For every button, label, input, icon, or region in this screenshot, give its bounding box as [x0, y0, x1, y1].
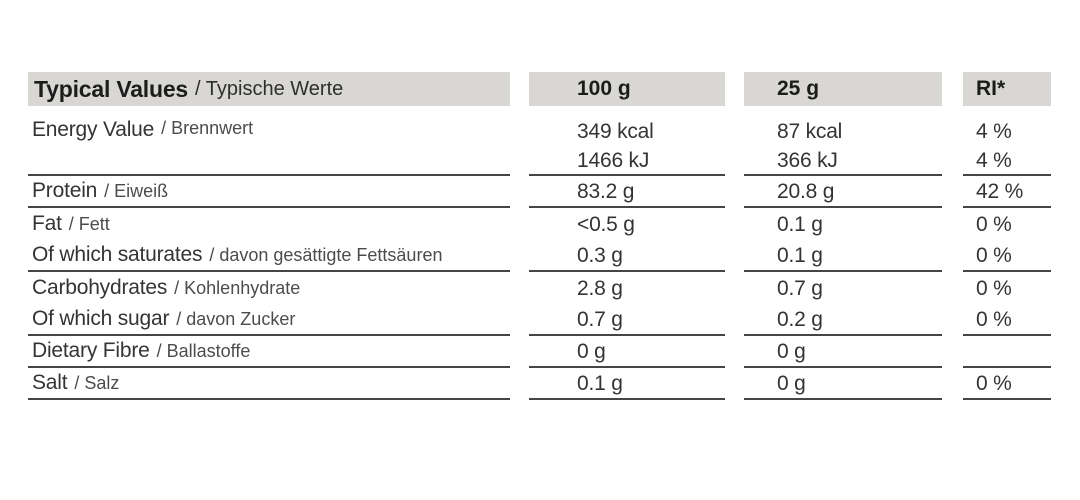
value-100g-line: 0 g: [577, 339, 606, 363]
row-label: Protein / Eiweiß: [28, 176, 510, 208]
row-label-en: Carbohydrates: [32, 276, 168, 299]
header-100g: 100 g: [529, 72, 725, 106]
value-ri: 0 %: [963, 304, 1051, 336]
row-label-de: / Kohlenhydrate: [174, 277, 301, 298]
value-25g: 20.8 g: [744, 176, 942, 208]
value-100g: <0.5 g: [529, 208, 725, 240]
row-label: Fat / Fett: [28, 208, 510, 240]
value-100g-line: 349 kcal: [577, 120, 654, 143]
row-label-de: / Fett: [68, 213, 110, 234]
value-100g-line: 2.8 g: [577, 276, 623, 300]
value-25g: 0.1 g: [744, 240, 942, 272]
value-25g-line: 0.1 g: [777, 243, 823, 267]
value-25g: 0 g: [744, 368, 942, 400]
value-100g-line: 0.7 g: [577, 307, 623, 331]
value-ri-line: 0 %: [976, 212, 1012, 236]
value-ri-line: 0 %: [976, 371, 1012, 395]
row-label: Carbohydrates / Kohlenhydrate: [28, 272, 510, 304]
value-25g: 0.1 g: [744, 208, 942, 240]
value-100g: 0.3 g: [529, 240, 725, 272]
header-typical-values: Typical Values / Typische Werte: [28, 72, 510, 106]
value-ri-line: 0 %: [976, 307, 1012, 331]
value-ri: 42 %: [963, 176, 1051, 208]
header-typical-values-de: / Typische Werte: [195, 77, 344, 100]
value-100g: 0.1 g: [529, 368, 725, 400]
header-ri-label: RI*: [976, 77, 1006, 100]
value-ri-line: 0 %: [976, 243, 1012, 267]
row-label-en: Dietary Fibre: [32, 339, 150, 362]
value-ri: 4 % 4 %: [963, 106, 1051, 176]
value-ri: 0 %: [963, 240, 1051, 272]
value-25g-line: 87 kcal: [777, 120, 843, 143]
value-25g-line: 0.2 g: [777, 307, 823, 331]
value-ri-line: 4 %: [976, 149, 1012, 172]
row-label: Dietary Fibre / Ballastoffe: [28, 336, 510, 368]
value-25g-line: 0.1 g: [777, 212, 823, 236]
value-25g-line: 0 g: [777, 371, 806, 395]
value-100g-line: <0.5 g: [577, 212, 635, 236]
value-25g: 0.2 g: [744, 304, 942, 336]
value-100g-line: 1466 kJ: [577, 149, 650, 172]
row-label-de: / davon Zucker: [176, 308, 296, 329]
value-25g: 0.7 g: [744, 272, 942, 304]
value-100g: 349 kcal 1466 kJ: [529, 106, 725, 176]
value-100g-line: 0.3 g: [577, 243, 623, 267]
value-25g: 0 g: [744, 336, 942, 368]
value-ri: 0 %: [963, 272, 1051, 304]
value-100g: 0 g: [529, 336, 725, 368]
header-100g-label: 100 g: [577, 77, 631, 100]
value-ri: 0 %: [963, 208, 1051, 240]
value-25g-line: 0.7 g: [777, 276, 823, 300]
value-25g-line: 20.8 g: [777, 179, 835, 203]
header-25g-label: 25 g: [777, 77, 820, 100]
row-label: Of which saturates / davon gesättigte Fe…: [28, 240, 510, 272]
value-25g: 87 kcal 366 kJ: [744, 106, 942, 176]
row-label: Of which sugar / davon Zucker: [28, 304, 510, 336]
row-label-en: Protein: [32, 179, 98, 202]
value-100g: 0.7 g: [529, 304, 725, 336]
header-typical-values-en: Typical Values: [34, 75, 189, 102]
value-ri: [963, 336, 1051, 368]
row-label-en: Energy Value: [32, 118, 155, 141]
value-ri-line: 0 %: [976, 276, 1012, 300]
row-label: Salt / Salz: [28, 368, 510, 400]
value-25g-line: 366 kJ: [777, 149, 838, 172]
value-ri: 0 %: [963, 368, 1051, 400]
row-label-de: / Brennwert: [161, 118, 254, 138]
row-label-de: / Salz: [74, 372, 120, 393]
row-label-en: Of which saturates: [32, 243, 203, 266]
value-25g-line: 0 g: [777, 339, 806, 363]
row-label-en: Salt: [32, 371, 68, 394]
row-label-en: Fat: [32, 212, 62, 235]
value-100g: 83.2 g: [529, 176, 725, 208]
value-100g-line: 83.2 g: [577, 179, 635, 203]
header-ri: RI*: [963, 72, 1051, 106]
nutrition-table: Typical Values / Typische Werte 100 g 25…: [28, 72, 1051, 400]
value-100g-line: 0.1 g: [577, 371, 623, 395]
row-label-de: / Ballastoffe: [156, 340, 251, 361]
row-label-de: / davon gesättigte Fettsäuren: [209, 244, 443, 265]
value-ri-line: 4 %: [976, 120, 1012, 143]
row-label-de: / Eiweiß: [104, 180, 169, 201]
row-label-en: Of which sugar: [32, 307, 170, 330]
header-25g: 25 g: [744, 72, 942, 106]
value-100g: 2.8 g: [529, 272, 725, 304]
row-label: Energy Value / Brennwert: [28, 106, 510, 176]
value-ri-line: 42 %: [976, 179, 1024, 203]
